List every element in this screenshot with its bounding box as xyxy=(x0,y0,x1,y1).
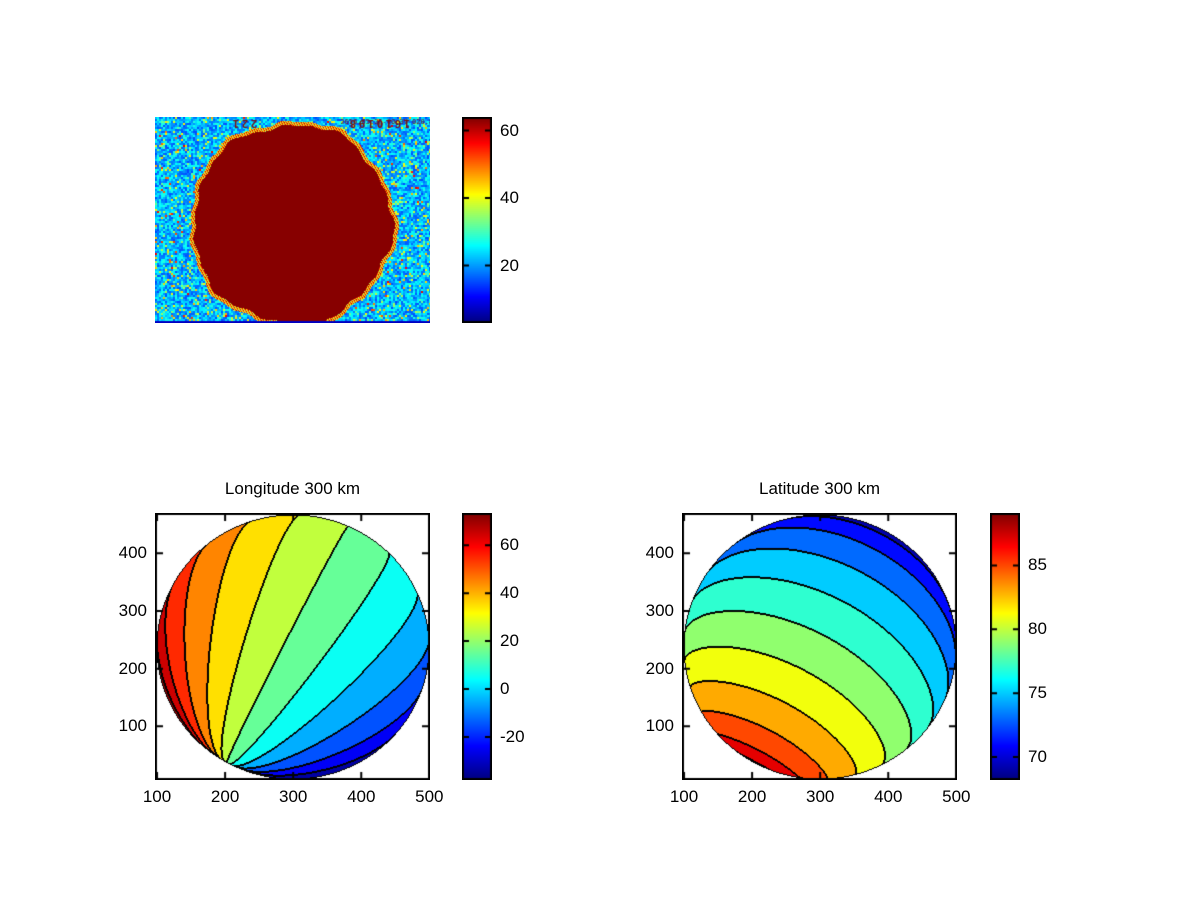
longitude-y-tick-label: 300 xyxy=(118,601,147,621)
longitude-colorbar-tick-label: 0 xyxy=(500,679,510,698)
longitude-x-tick-label: 200 xyxy=(210,787,240,806)
latitude-plot-title: Latitude 300 km xyxy=(759,479,880,498)
latitude-y-tick-label: 300 xyxy=(645,601,674,621)
latitude-contour-canvas xyxy=(682,513,957,780)
latitude-x-tick-label: 300 xyxy=(805,787,835,806)
longitude-colorbar-tick-label: 40 xyxy=(500,583,519,603)
latitude-y-tick-label: 200 xyxy=(645,658,674,678)
latitude-colorbar-tick-label: 85 xyxy=(1028,555,1047,575)
longitude-colorbar-tick-label: 20 xyxy=(500,631,519,651)
longitude-plot-title: Longitude 300 km xyxy=(224,479,361,498)
longitude-y-tick-label: 400 xyxy=(118,543,147,563)
image-colorbar-tick-label: 40 xyxy=(500,188,519,208)
longitude-colorbar xyxy=(462,513,492,780)
image-colorbar-tick-label: 20 xyxy=(500,255,519,275)
latitude-y-tick-label: 400 xyxy=(645,543,674,563)
longitude-x-tick-label: 400 xyxy=(347,787,376,806)
image-colorbar-tick-label: 60 xyxy=(500,120,519,140)
longitude-x-tick-label: 100 xyxy=(142,787,172,806)
latitude-colorbar xyxy=(990,513,1020,780)
latitude-x-tick-label: 400 xyxy=(874,787,903,806)
latitude-colorbar-tick-label: 80 xyxy=(1028,619,1047,639)
longitude-colorbar-tick-label: -20 xyxy=(500,726,525,746)
latitude-x-tick-label: 200 xyxy=(737,787,767,806)
longitude-x-tick-label: 500 xyxy=(415,787,444,806)
longitude-y-tick-label: 200 xyxy=(118,658,147,678)
latitude-colorbar-tick-label: 70 xyxy=(1028,747,1047,766)
longitude-y-tick-label: 100 xyxy=(118,716,147,736)
intensity-image-canvas xyxy=(155,117,430,323)
longitude-x-tick-label: 300 xyxy=(278,787,308,806)
latitude-y-tick-label: 100 xyxy=(645,716,674,736)
latitude-x-tick-label: 100 xyxy=(669,787,699,806)
longitude-contour-canvas xyxy=(155,513,430,780)
latitude-x-tick-label: 500 xyxy=(942,787,971,806)
longitude-colorbar-tick-label: 60 xyxy=(500,535,519,555)
latitude-colorbar-tick-label: 75 xyxy=(1028,683,1047,703)
image-colorbar xyxy=(462,117,492,323)
